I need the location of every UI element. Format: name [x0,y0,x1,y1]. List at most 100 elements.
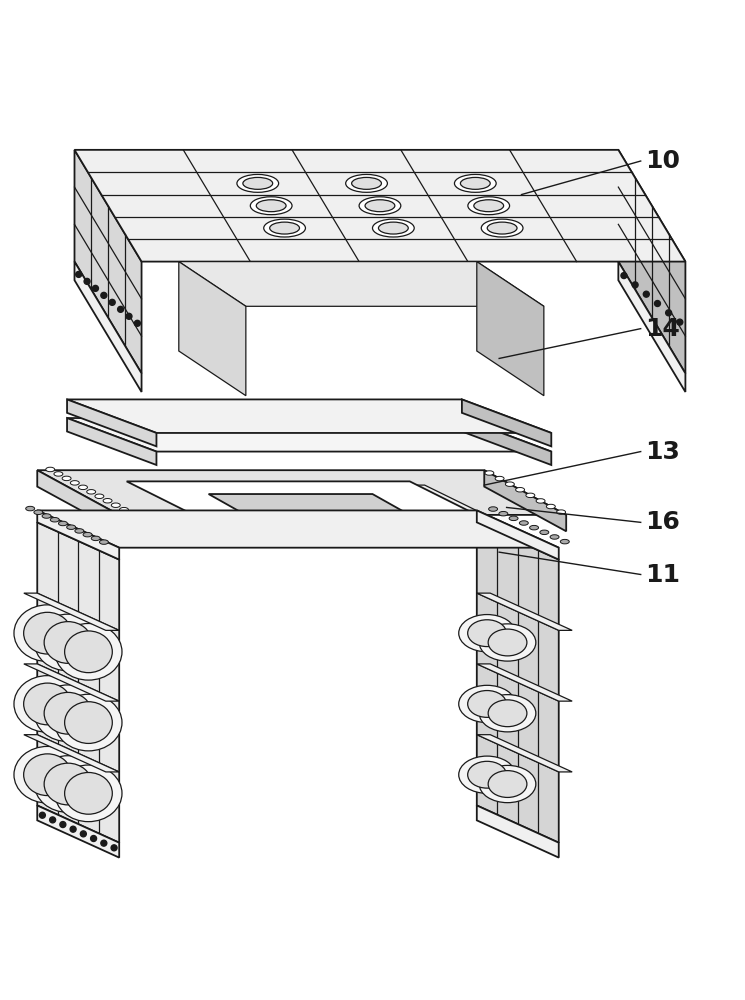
Text: 16: 16 [646,510,680,534]
Polygon shape [179,490,462,524]
Polygon shape [477,805,559,858]
Ellipse shape [34,685,101,742]
Ellipse shape [526,493,535,498]
Ellipse shape [479,765,536,803]
Polygon shape [462,418,551,465]
Circle shape [60,822,66,828]
Ellipse shape [75,529,84,533]
Circle shape [655,301,661,306]
Ellipse shape [488,700,527,727]
Polygon shape [37,510,559,548]
Polygon shape [24,593,119,630]
Polygon shape [477,664,572,701]
Circle shape [134,320,140,326]
Ellipse shape [51,518,60,522]
Circle shape [643,291,649,297]
Ellipse shape [530,525,539,530]
Polygon shape [477,593,572,630]
Ellipse shape [519,521,528,525]
Ellipse shape [62,476,71,481]
Circle shape [101,840,107,846]
Text: 14: 14 [646,317,680,341]
Polygon shape [74,262,142,392]
Circle shape [91,836,97,841]
Ellipse shape [474,200,504,212]
Ellipse shape [67,525,76,529]
Circle shape [632,282,638,288]
Circle shape [84,278,90,284]
Circle shape [76,271,82,277]
Polygon shape [74,150,685,262]
Ellipse shape [26,506,35,511]
Polygon shape [37,470,119,531]
Ellipse shape [55,623,122,680]
Ellipse shape [550,535,559,539]
Ellipse shape [237,174,279,192]
Ellipse shape [243,177,273,189]
Ellipse shape [24,683,72,725]
Circle shape [50,817,56,823]
Polygon shape [37,510,119,560]
Ellipse shape [34,756,101,812]
Ellipse shape [103,499,112,503]
Polygon shape [67,418,156,465]
Polygon shape [74,150,142,373]
Ellipse shape [479,624,536,661]
Ellipse shape [481,219,523,237]
Ellipse shape [91,536,100,541]
Ellipse shape [378,222,408,234]
Ellipse shape [86,490,95,494]
Ellipse shape [454,174,496,192]
Circle shape [70,826,76,832]
Polygon shape [618,262,685,392]
Ellipse shape [460,177,490,189]
Polygon shape [179,262,246,396]
Text: 11: 11 [646,562,680,586]
Ellipse shape [540,530,549,535]
Ellipse shape [372,219,414,237]
Circle shape [39,812,45,818]
Polygon shape [67,399,551,433]
Ellipse shape [34,510,42,515]
Ellipse shape [487,222,517,234]
Circle shape [126,313,132,319]
Ellipse shape [65,772,112,814]
Polygon shape [37,470,566,515]
Polygon shape [484,470,566,531]
Ellipse shape [65,631,112,673]
Ellipse shape [346,174,387,192]
Ellipse shape [256,200,286,212]
Ellipse shape [468,620,507,647]
Ellipse shape [560,539,569,544]
Ellipse shape [95,494,104,499]
Ellipse shape [505,482,514,486]
Ellipse shape [495,476,504,481]
Circle shape [621,273,627,279]
Ellipse shape [546,504,555,509]
Circle shape [101,292,107,298]
Ellipse shape [536,499,545,503]
Circle shape [92,285,98,291]
Polygon shape [24,735,119,772]
Polygon shape [477,522,559,843]
Ellipse shape [499,511,508,516]
Polygon shape [209,494,432,528]
Polygon shape [477,262,544,396]
Polygon shape [67,418,551,452]
Ellipse shape [468,691,507,717]
Ellipse shape [44,763,92,805]
Polygon shape [462,399,551,446]
Ellipse shape [557,510,565,514]
Polygon shape [477,735,572,772]
Ellipse shape [99,540,109,544]
Polygon shape [37,805,119,858]
Ellipse shape [459,615,516,652]
Ellipse shape [516,488,524,492]
Ellipse shape [468,197,510,215]
Polygon shape [149,485,499,522]
Ellipse shape [365,200,395,212]
Ellipse shape [264,219,305,237]
Ellipse shape [83,532,92,537]
Ellipse shape [270,222,299,234]
Ellipse shape [488,629,527,656]
